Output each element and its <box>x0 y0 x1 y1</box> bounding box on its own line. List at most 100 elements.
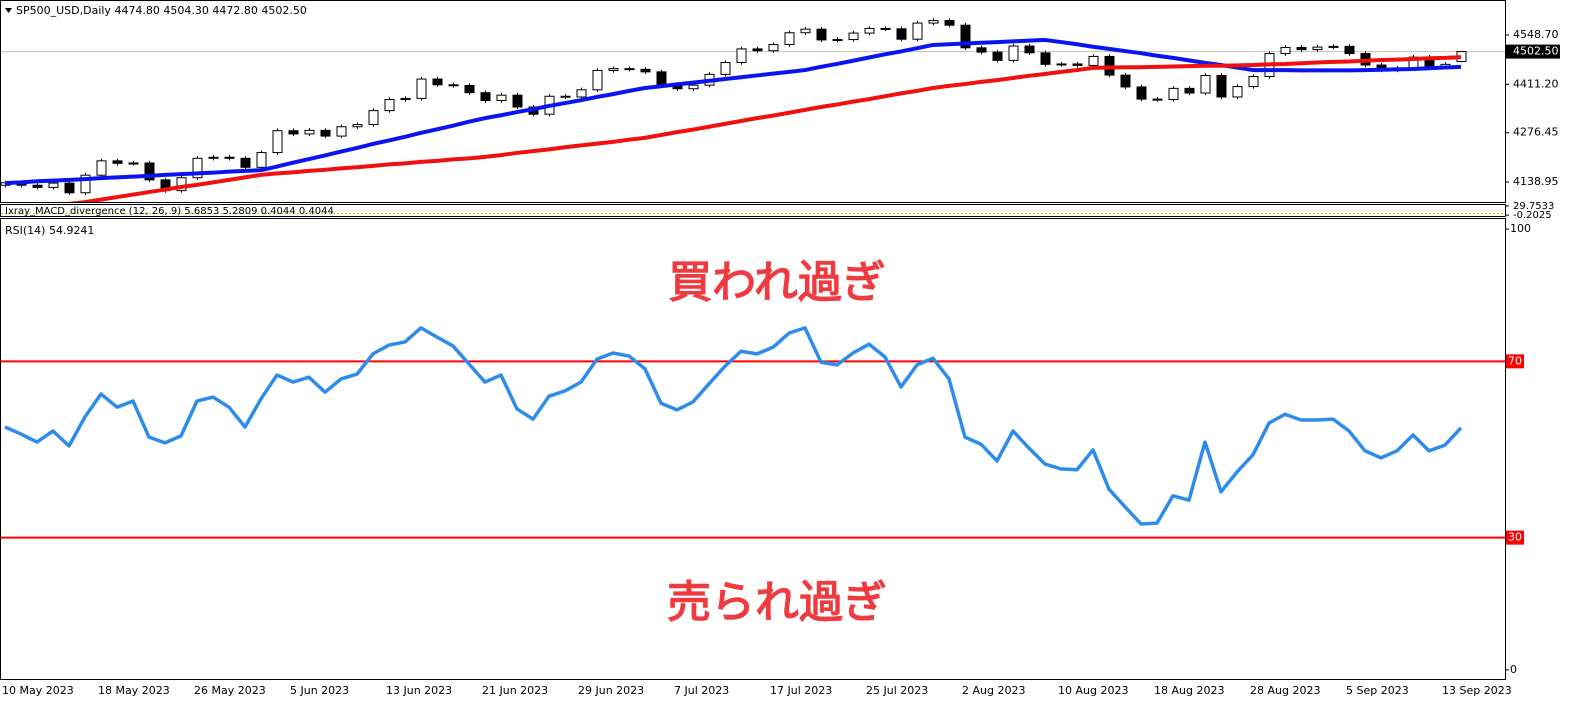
level-label: 70 <box>1508 354 1522 367</box>
candle-body <box>592 69 603 91</box>
y-tick-label: 4548.70 <box>1513 28 1559 41</box>
candle-body <box>432 78 443 86</box>
candle-body <box>496 94 507 102</box>
candle-body <box>96 160 107 176</box>
candle-body <box>1312 46 1323 51</box>
candle-body <box>960 24 971 49</box>
candle-body <box>608 68 619 71</box>
candle-body <box>768 44 779 52</box>
x-tick-label: 5 Sep 2023 <box>1346 684 1409 697</box>
candle-body <box>416 78 427 99</box>
candle-body <box>1344 45 1355 55</box>
candle-body <box>48 182 59 188</box>
candle-body <box>1056 63 1067 66</box>
candle-body <box>336 126 347 137</box>
candle-body <box>560 95 571 98</box>
chart-title: SP500_USD,Daily 4474.80 4504.30 4472.80 … <box>16 4 307 17</box>
candle-body <box>400 97 411 100</box>
candle-body <box>992 51 1003 61</box>
candle-body <box>192 157 203 179</box>
candle-body <box>656 71 667 85</box>
candle-body <box>944 20 955 26</box>
price-pane <box>0 0 1506 203</box>
candle-body <box>848 32 859 41</box>
candle-body <box>448 84 459 87</box>
rsi-title: RSI(14) 54.9241 <box>5 224 94 237</box>
candle-body <box>464 84 475 94</box>
candle-body <box>64 182 75 194</box>
rsi-pane <box>0 218 1506 680</box>
candle-body <box>624 68 635 71</box>
candle-body <box>224 156 235 159</box>
candle-body <box>112 160 123 164</box>
y-tick-label: 4276.45 <box>1513 126 1559 139</box>
y-tick-label: 0 <box>1510 663 1517 676</box>
candle-body <box>176 177 187 192</box>
candle-body <box>128 162 139 165</box>
candle-body <box>1072 63 1083 66</box>
last-price-label: 4502.50 <box>1513 45 1559 58</box>
candle-body <box>688 84 699 90</box>
candle-body <box>576 89 587 98</box>
x-tick-label: 21 Jun 2023 <box>482 684 548 697</box>
candle-body <box>32 184 43 188</box>
x-tick-label: 26 May 2023 <box>194 684 266 697</box>
x-tick-label: 7 Jul 2023 <box>674 684 729 697</box>
candle-body <box>1296 46 1307 51</box>
candle-body <box>640 68 651 73</box>
candle-body <box>144 162 155 181</box>
candle-body <box>304 129 315 135</box>
x-tick-label: 13 Sep 2023 <box>1442 684 1512 697</box>
candle-body <box>384 98 395 112</box>
candle-body <box>1280 46 1291 55</box>
y-tick-label: 4411.20 <box>1513 77 1559 90</box>
candle-body <box>320 129 331 137</box>
candle-body <box>240 157 251 168</box>
candle-body <box>256 152 267 168</box>
annotation: 売られ過ぎ <box>667 577 887 628</box>
candle-body <box>368 110 379 126</box>
y-tick-label: 100 <box>1510 222 1531 235</box>
candle-body <box>928 20 939 24</box>
candle-body <box>1008 45 1019 61</box>
level-box <box>1506 530 1524 545</box>
candle-body <box>784 32 795 46</box>
x-tick-label: 18 May 2023 <box>98 684 170 697</box>
candle-body <box>720 62 731 75</box>
x-tick-label: 28 Aug 2023 <box>1250 684 1320 697</box>
y-tick-label: -0.2025 <box>1513 210 1552 221</box>
candle-body <box>864 27 875 34</box>
candle-body <box>288 130 299 135</box>
candle-body <box>1136 86 1147 100</box>
macd-title: Ixray_MACD_divergence (12, 26, 9) 5.6853… <box>5 206 334 217</box>
candle-body <box>80 174 91 194</box>
x-tick-label: 10 May 2023 <box>2 684 74 697</box>
candle-body <box>1088 55 1099 66</box>
candle-body <box>1232 86 1243 98</box>
candle-body <box>912 22 923 40</box>
candle-body <box>1024 45 1035 54</box>
candle-body <box>736 48 747 64</box>
candle-body <box>1040 52 1051 65</box>
candle-body <box>1248 76 1259 88</box>
candle-body <box>800 28 811 34</box>
candle-body <box>512 94 523 108</box>
candle-body <box>896 28 907 40</box>
x-tick-label: 13 Jun 2023 <box>386 684 452 697</box>
annotation: 買われ過ぎ <box>668 257 886 308</box>
last-price-box <box>1506 44 1560 59</box>
y-tick-label: 4138.95 <box>1513 175 1559 188</box>
candle-body <box>1328 45 1339 48</box>
rsi-line <box>4 326 1463 526</box>
x-tick-label: 29 Jun 2023 <box>578 684 644 697</box>
x-tick-label: 10 Aug 2023 <box>1058 684 1128 697</box>
level-box <box>1506 354 1524 369</box>
candle-body <box>1184 87 1195 94</box>
x-tick-label: 25 Jul 2023 <box>866 684 928 697</box>
x-tick-label: 2 Aug 2023 <box>962 684 1025 697</box>
candle-body <box>272 130 283 154</box>
candle-body <box>1152 98 1163 101</box>
macd-pane <box>0 204 1506 217</box>
x-tick-label: 18 Aug 2023 <box>1154 684 1224 697</box>
